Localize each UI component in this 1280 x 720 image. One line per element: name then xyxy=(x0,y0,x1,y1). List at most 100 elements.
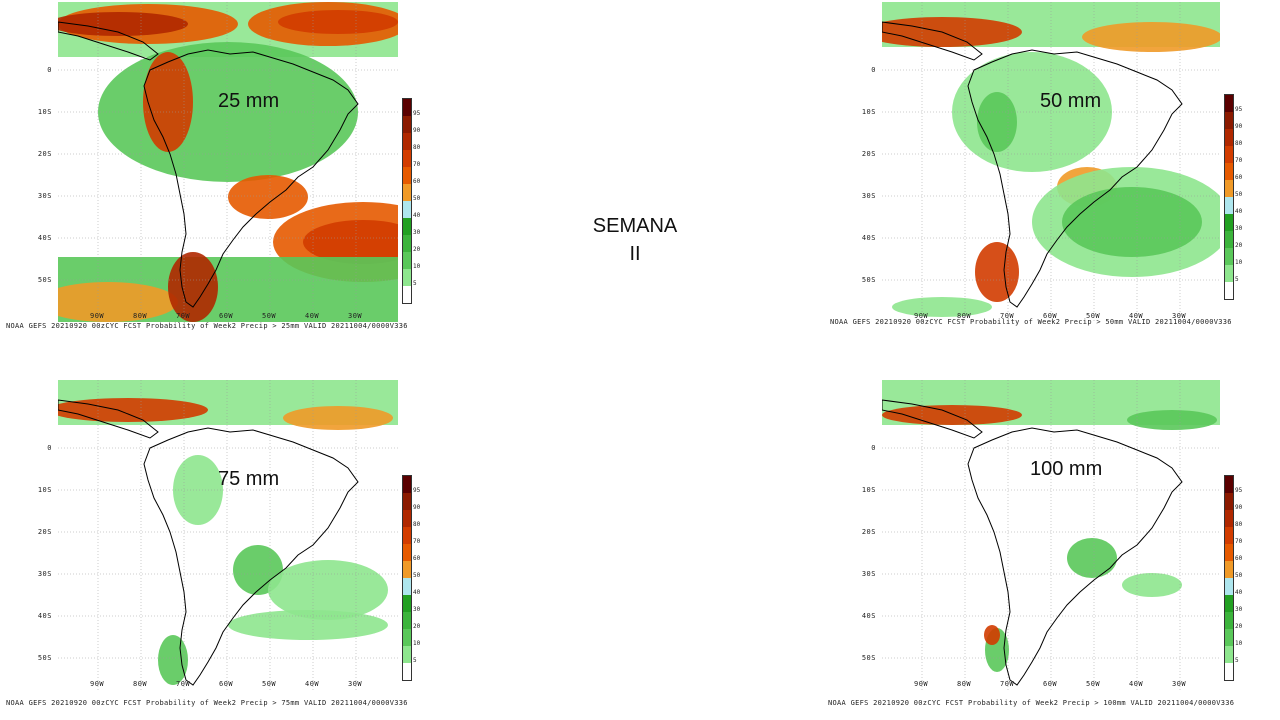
latitude-label: 40S xyxy=(37,234,52,242)
colorbar-segment xyxy=(403,167,411,184)
longitude-label: 30W xyxy=(1172,312,1187,320)
threshold-label: 25 mm xyxy=(218,90,280,112)
colorbar-segment xyxy=(403,201,411,218)
central-america-outline xyxy=(58,21,159,61)
south-america-outline xyxy=(967,427,1183,686)
colorbar-label: 5 xyxy=(1235,657,1239,664)
south-america-outline xyxy=(143,49,359,308)
longitude-label: 60W xyxy=(1043,312,1058,320)
longitude-label: 80W xyxy=(133,312,148,320)
probability-colorbar xyxy=(1224,475,1234,681)
colorbar-segment xyxy=(1225,510,1233,527)
colorbar-label: 10 xyxy=(413,640,421,647)
colorbar-label: 10 xyxy=(1235,259,1243,266)
colorbar-segment xyxy=(1225,95,1233,112)
colorbar-label: 50 xyxy=(1235,572,1243,579)
colorbar-segment xyxy=(403,629,411,646)
map-caption: NOAA GEFS 20210920 00zCYC FCST Probabili… xyxy=(830,318,1232,326)
colorbar-segment xyxy=(403,561,411,578)
colorbar-segment xyxy=(403,269,411,286)
colorbar-segment xyxy=(1225,163,1233,180)
probability-colorbar xyxy=(1224,94,1234,300)
colorbar-label: 30 xyxy=(413,606,421,613)
latitude-label: 20S xyxy=(37,528,52,536)
precip-area xyxy=(1067,538,1117,578)
colorbar-segment xyxy=(1225,265,1233,282)
colorbar-label: 10 xyxy=(1235,640,1243,647)
colorbar-segment xyxy=(403,595,411,612)
south-america-outline xyxy=(967,49,1183,308)
colorbar-label: 90 xyxy=(413,127,421,134)
colorbar-segment xyxy=(403,133,411,150)
longitude-label: 70W xyxy=(1000,312,1015,320)
colorbar-label: 95 xyxy=(413,110,421,117)
precip-probability-map xyxy=(882,380,1220,690)
colorbar-segment xyxy=(1225,129,1233,146)
precip-probability-map xyxy=(58,380,398,690)
latitude-label: 0 xyxy=(871,66,876,74)
precip-area xyxy=(1062,187,1202,257)
colorbar-segment xyxy=(1225,180,1233,197)
latitude-label: 0 xyxy=(871,444,876,452)
longitude-label: 60W xyxy=(1043,680,1058,688)
colorbar-label: 40 xyxy=(1235,208,1243,215)
latitude-label: 50S xyxy=(861,654,876,662)
colorbar-label: 95 xyxy=(1235,106,1243,113)
colorbar-label: 70 xyxy=(1235,157,1243,164)
latitude-label: 20S xyxy=(861,150,876,158)
colorbar-segment xyxy=(403,252,411,269)
threshold-label: 100 mm xyxy=(1030,458,1103,480)
colorbar-segment xyxy=(1225,476,1233,493)
probability-colorbar xyxy=(402,475,412,681)
latitude-label: 40S xyxy=(861,612,876,620)
longitude-label: 90W xyxy=(914,312,929,320)
colorbar-label: 5 xyxy=(1235,276,1239,283)
precip-area xyxy=(882,405,1022,425)
longitude-label: 30W xyxy=(1172,680,1187,688)
precip-area xyxy=(143,52,193,152)
precip-area xyxy=(1127,410,1217,430)
precip-area xyxy=(228,175,308,219)
latitude-label: 50S xyxy=(861,276,876,284)
colorbar-label: 20 xyxy=(413,246,421,253)
threshold-label: 50 mm xyxy=(1040,90,1102,112)
colorbar-segment xyxy=(1225,612,1233,629)
colorbar-segment xyxy=(1225,527,1233,544)
latitude-label: 10S xyxy=(861,108,876,116)
precip-area xyxy=(283,406,393,430)
colorbar-segment xyxy=(1225,561,1233,578)
latitude-label: 50S xyxy=(37,654,52,662)
precip-area xyxy=(892,297,992,317)
latitude-label: 20S xyxy=(37,150,52,158)
colorbar-label: 30 xyxy=(1235,225,1243,232)
longitude-label: 60W xyxy=(219,680,234,688)
colorbar-label: 90 xyxy=(1235,123,1243,130)
longitude-label: 40W xyxy=(305,312,320,320)
latitude-label: 10S xyxy=(37,486,52,494)
colorbar-label: 40 xyxy=(413,212,421,219)
precip-area xyxy=(303,220,398,264)
latitude-label: 20S xyxy=(861,528,876,536)
longitude-label: 60W xyxy=(219,312,234,320)
colorbar-segment xyxy=(403,663,411,680)
week-title-line2: II xyxy=(629,243,641,265)
colorbar-label: 70 xyxy=(413,538,421,545)
colorbar-segment xyxy=(403,646,411,663)
colorbar-segment xyxy=(403,527,411,544)
colorbar-label: 60 xyxy=(413,555,421,562)
map-canvas xyxy=(58,380,398,690)
colorbar-segment xyxy=(1225,663,1233,680)
precip-probability-map xyxy=(58,2,398,322)
longitude-label: 80W xyxy=(957,312,972,320)
longitude-label: 50W xyxy=(1086,312,1101,320)
precip-area xyxy=(158,635,188,685)
colorbar-segment xyxy=(403,510,411,527)
colorbar-label: 20 xyxy=(1235,623,1243,630)
colorbar-label: 95 xyxy=(413,487,421,494)
colorbar-segment xyxy=(403,493,411,510)
colorbar-label: 90 xyxy=(413,504,421,511)
colorbar-label: 80 xyxy=(1235,140,1243,147)
colorbar-segment xyxy=(1225,595,1233,612)
latitude-label: 0 xyxy=(47,66,52,74)
colorbar-label: 80 xyxy=(413,144,421,151)
